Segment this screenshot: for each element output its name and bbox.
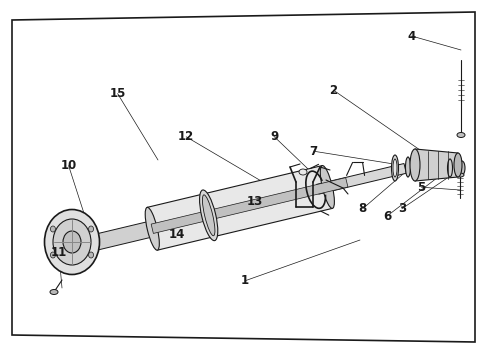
Text: 12: 12: [178, 130, 195, 143]
Polygon shape: [147, 166, 332, 250]
Ellipse shape: [454, 153, 462, 177]
Text: 10: 10: [60, 159, 77, 172]
Ellipse shape: [53, 219, 91, 265]
Polygon shape: [151, 177, 348, 233]
Ellipse shape: [393, 159, 397, 177]
Text: 6: 6: [383, 210, 391, 222]
Ellipse shape: [45, 210, 99, 274]
Ellipse shape: [457, 132, 465, 138]
Ellipse shape: [202, 195, 215, 236]
Text: 1: 1: [241, 274, 249, 287]
Text: 14: 14: [168, 228, 185, 240]
Ellipse shape: [456, 173, 464, 177]
Polygon shape: [12, 12, 475, 342]
Polygon shape: [53, 240, 74, 260]
Ellipse shape: [392, 155, 398, 181]
Text: 11: 11: [50, 246, 67, 258]
Ellipse shape: [50, 226, 55, 232]
Text: 7: 7: [310, 145, 318, 158]
Ellipse shape: [410, 149, 420, 181]
Text: 9: 9: [270, 130, 278, 143]
Ellipse shape: [50, 252, 55, 258]
Polygon shape: [73, 221, 154, 255]
Ellipse shape: [199, 190, 218, 240]
Ellipse shape: [320, 166, 334, 208]
Ellipse shape: [299, 169, 307, 175]
Text: 8: 8: [359, 202, 367, 215]
Polygon shape: [317, 163, 406, 194]
Ellipse shape: [459, 161, 465, 175]
Ellipse shape: [89, 226, 94, 232]
Text: 4: 4: [408, 30, 416, 42]
Ellipse shape: [406, 157, 411, 177]
Ellipse shape: [63, 231, 81, 253]
Text: 5: 5: [417, 181, 425, 194]
Polygon shape: [415, 149, 458, 181]
Text: 13: 13: [246, 195, 263, 208]
Text: 15: 15: [109, 87, 126, 100]
Text: 2: 2: [329, 84, 337, 96]
Text: 3: 3: [398, 202, 406, 215]
Ellipse shape: [145, 207, 159, 250]
Ellipse shape: [89, 252, 94, 258]
Ellipse shape: [447, 159, 452, 177]
Ellipse shape: [50, 289, 58, 294]
